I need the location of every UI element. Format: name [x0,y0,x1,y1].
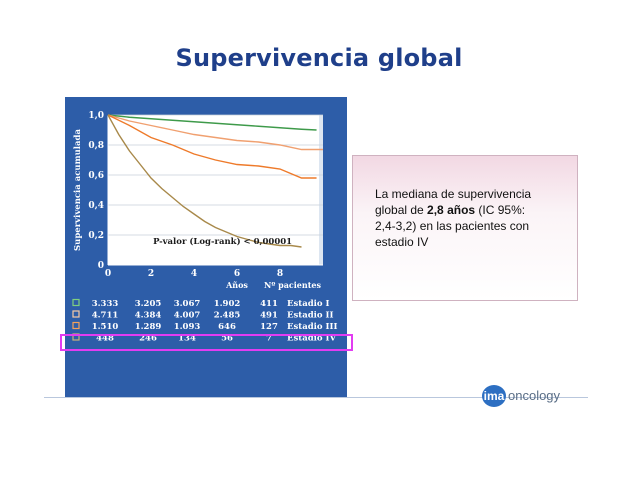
risk-table-row-label: Estadio II [287,311,333,321]
risk-table-cell: 3.333 [92,299,119,309]
risk-table-cell: 1.289 [135,322,162,332]
logrank-annotation: P-valor (Log-rank) < 0,00001 [153,236,292,247]
risk-table-cell: 3.067 [174,299,201,309]
caption-line-2: de las pacientes de El Álamo III [137,485,407,496]
risk-table-cell: 646 [218,322,236,332]
y-tick-label: 0,4 [88,201,104,211]
logo-mark: ima [482,385,506,407]
risk-table-cell: 246 [139,334,157,344]
risk-table-cell: 56 [221,334,233,344]
risk-table-cell: 491 [260,311,278,321]
x-tick-label: 8 [277,269,283,279]
note-line-1: La mediana de supervivencia [375,187,532,201]
series-line-estadio-ii [107,114,323,151]
caption-line-2-text: de las pacientes de [137,485,231,495]
x-tick-label: 6 [234,269,240,279]
note-line-4: estadio IV [375,235,429,249]
legend-swatch [72,298,80,307]
risk-table-row-label: Estadio I [287,299,329,309]
stage-iv-highlight-box [60,334,353,351]
note-median-value: 2,8 años [427,203,476,217]
x-tick-label: 0 [105,269,111,279]
risk-table-cell: 4.007 [174,311,201,321]
risk-table-cell: 2.485 [214,311,241,321]
page-title: Supervivencia global [175,44,463,72]
y-tick-label: 0,6 [88,171,104,181]
risk-table-cell: 411 [260,299,278,309]
risk-table-cell: 3.205 [135,299,162,309]
note-text: La mediana de supervivencia global de 2,… [375,186,565,250]
chart-caption: Gráfica 2.25. Curvas de supervivencia gl… [137,463,407,496]
y-tick-label: 0,2 [88,231,104,241]
x-axis-label: Años [225,280,248,290]
plot-area [108,115,323,265]
series-line-estadio-iv [107,114,302,248]
y-tick-label: 0,8 [88,141,104,151]
y-axis-label: Supervivencia acumulada [73,129,83,251]
risk-table-cell: 4.711 [92,311,119,321]
legend-swatch [72,310,80,318]
caption-study-name: El Álamo III [230,485,289,495]
risk-table-row-label: Estadio IV [287,334,336,344]
series-line-estadio-iii [107,114,317,179]
note-line-2-post: (IC 95%: [475,203,526,217]
median-survival-note: La mediana de supervivencia global de 2,… [352,155,578,301]
footer-divider [44,397,588,398]
risk-table-cell: 134 [178,334,196,344]
risk-table-cell: 1.902 [214,299,241,309]
risk-table-cell: 448 [96,334,114,344]
x-tick-label: 2 [148,269,154,279]
note-line-2-pre: global de [375,203,428,217]
logo-wordmark: oncology [508,388,561,403]
series-line-estadio-i [107,114,317,131]
risk-table-cell: 1.093 [174,322,201,332]
risk-table-cell: 127 [260,322,278,332]
chart-panel: 0 0,2 0,4 0,6 0,8 1,0 0 2 4 6 8 Años Nº pacientes Sup… [65,97,368,495]
risk-table-cell: 4.384 [135,311,162,321]
note-line-3: 2,4-3,2) en las pacientes con [375,219,530,233]
y-tick-label: 1,0 [88,111,104,121]
legend-swatch [72,321,80,330]
plot-edge-shade [319,115,323,265]
x-tick-label: 4 [191,269,197,279]
risk-table-row-label: Estadio III [287,322,337,332]
risk-table-cell: 1.510 [92,322,119,332]
risk-table-cell: 7 [266,334,272,344]
y-tick-label: 0 [98,261,104,271]
caption-line-1: Gráfica 2.25. Curvas de supervivencia gl… [137,463,368,484]
risk-table-header: Nº pacientes [264,280,321,290]
